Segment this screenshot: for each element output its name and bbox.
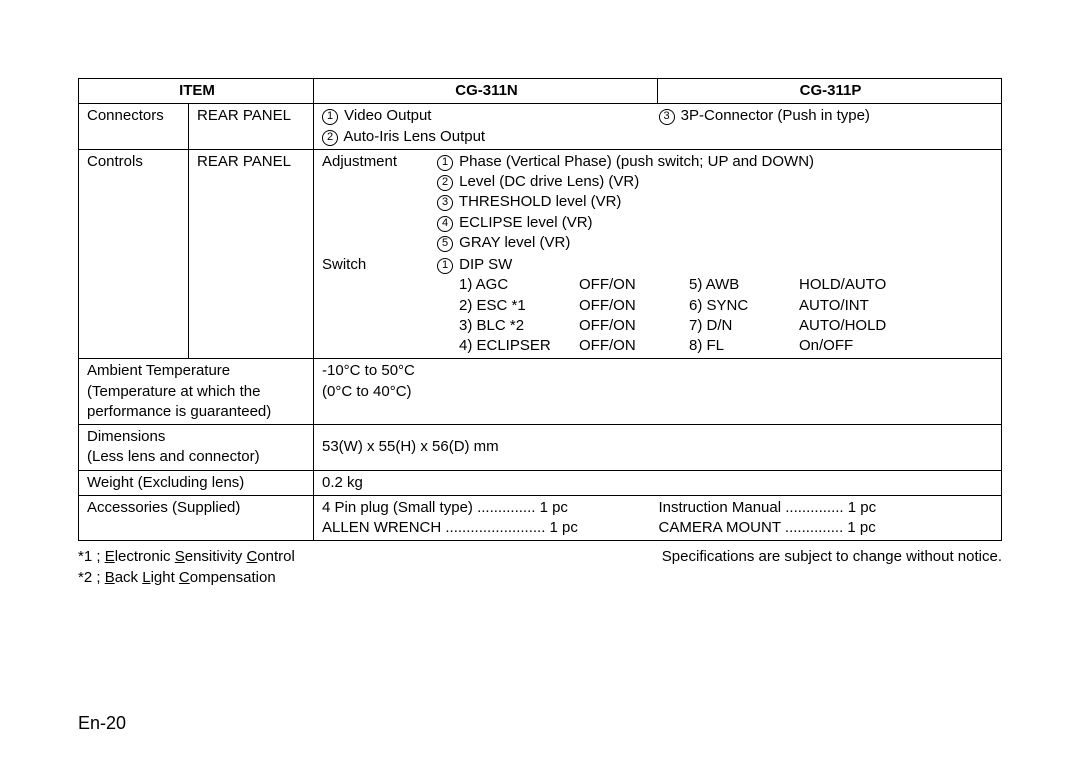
cell-connectors-label: Connectors <box>79 104 189 150</box>
switch-label: Switch <box>322 255 437 356</box>
cell-ambient-value: -10°C to 50°C (0°C to 40°C) <box>314 359 1002 425</box>
row-dimensions: Dimensions (Less lens and connector) 53(… <box>79 425 1002 471</box>
circled-1-icon: 1 <box>322 109 338 125</box>
row-weight: Weight (Excluding lens) 0.2 kg <box>79 470 1002 495</box>
col-item: ITEM <box>79 79 314 104</box>
cell-accessories-value: 4 Pin plug (Small type) .............. 1… <box>314 495 1002 541</box>
col-model-n: CG-311N <box>314 79 658 104</box>
cell-dimensions-value: 53(W) x 55(H) x 56(D) mm <box>314 425 1002 471</box>
circled-3-icon: 3 <box>659 109 675 125</box>
col-model-p: CG-311P <box>658 79 1002 104</box>
cell-accessories-label: Accessories (Supplied) <box>79 495 314 541</box>
spec-table: ITEM CG-311N CG-311P Connectors REAR PAN… <box>78 78 1002 541</box>
footnote-right: Specifications are subject to change wit… <box>662 547 1002 588</box>
footnote-left: *1 ; Electronic Sensitivity Control *2 ;… <box>78 547 295 588</box>
circled-2-icon: 2 <box>322 130 338 146</box>
row-accessories: Accessories (Supplied) 4 Pin plug (Small… <box>79 495 1002 541</box>
adjustment-label: Adjustment <box>322 152 437 253</box>
row-controls: Controls REAR PANEL Adjustment 1 Phase (… <box>79 149 1002 359</box>
row-ambient: Ambient Temperature (Temperature at whic… <box>79 359 1002 425</box>
cell-connectors-panel: REAR PANEL <box>189 104 314 150</box>
cell-weight-label: Weight (Excluding lens) <box>79 470 314 495</box>
dip-switch-grid: 1) AGCOFF/ON5) AWBHOLD/AUTO 2) ESC *1OFF… <box>437 275 995 356</box>
table-header-row: ITEM CG-311N CG-311P <box>79 79 1002 104</box>
cell-weight-value: 0.2 kg <box>314 470 1002 495</box>
page-number: En-20 <box>78 713 126 734</box>
cell-controls-panel: REAR PANEL <box>189 149 314 359</box>
cell-controls-label: Controls <box>79 149 189 359</box>
spec-page: ITEM CG-311N CG-311P Connectors REAR PAN… <box>0 0 1080 766</box>
cell-ambient-label: Ambient Temperature (Temperature at whic… <box>79 359 314 425</box>
cell-dimensions-label: Dimensions (Less lens and connector) <box>79 425 314 471</box>
footnotes: *1 ; Electronic Sensitivity Control *2 ;… <box>78 547 1002 588</box>
row-connectors: Connectors REAR PANEL 1 Video Output 2 A… <box>79 104 1002 150</box>
cell-controls-values: Adjustment 1 Phase (Vertical Phase) (pus… <box>314 149 1002 359</box>
cell-connectors-values: 1 Video Output 2 Auto-Iris Lens Output 3… <box>314 104 1002 150</box>
